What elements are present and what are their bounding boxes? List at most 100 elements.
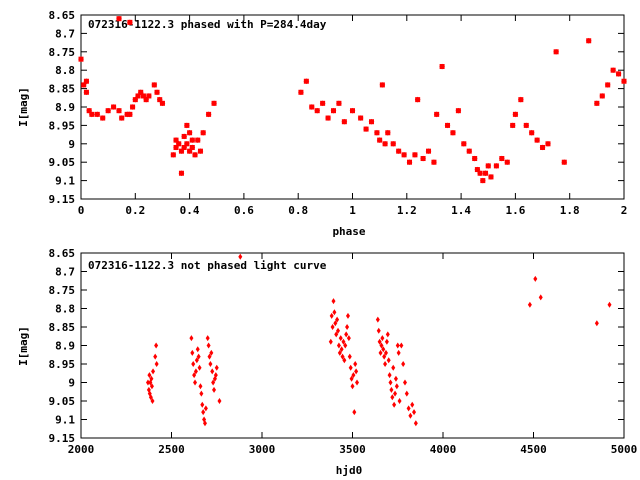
data-point [350, 383, 355, 390]
data-point [387, 372, 392, 379]
data-point [110, 104, 117, 110]
data-point [385, 331, 390, 338]
tick-marks: 2000 2500 3000 3500 4000 4500 5000 8.65 8.7 8.75 8… [49, 247, 638, 456]
data-point [94, 111, 101, 118]
data-point [212, 386, 217, 393]
data-point [381, 346, 386, 353]
data-point [89, 111, 95, 118]
data-point [194, 137, 201, 143]
data-point [303, 78, 310, 85]
data-point [455, 107, 462, 114]
data-point [347, 353, 352, 360]
data-point [621, 78, 627, 85]
data-point [99, 115, 106, 121]
data-point [175, 140, 182, 147]
data-point [340, 353, 345, 360]
data-point [198, 383, 203, 390]
data-point [380, 335, 385, 342]
data-point [406, 405, 411, 412]
data-point [545, 140, 551, 147]
data-point [390, 394, 395, 401]
data-point [178, 170, 185, 177]
data-point [384, 129, 391, 136]
y-tick-label: 9.1 [55, 175, 75, 188]
data-point [389, 386, 394, 393]
data-point [374, 129, 380, 136]
x-tick-label: 4000 [430, 443, 457, 456]
data-point [154, 361, 159, 367]
x-tick-label: 0.8 [288, 204, 308, 217]
data-point [390, 140, 397, 147]
phased-light-curve-panel: 072316-1122.3 phased with P=284.4day pha… [17, 9, 627, 238]
tick-marks: 0 0.2 0.4 0.6 0.8 1 1.2 1.4 1.6 1.8 2 8.65 8.7 8.75 8.… [49, 9, 628, 217]
data-point [314, 107, 321, 114]
data-point [377, 338, 382, 345]
plot-frame [80, 14, 625, 200]
data-points [78, 15, 627, 184]
x-tick-label: 3500 [339, 443, 366, 456]
data-point [197, 364, 202, 371]
data-point [553, 48, 559, 55]
data-points [145, 253, 612, 427]
data-point [211, 379, 216, 386]
data-point [512, 111, 519, 118]
data-point [393, 375, 398, 382]
data-point [561, 159, 568, 166]
data-point [148, 394, 153, 401]
x-tick-label: 0.4 [180, 204, 200, 217]
y-tick-label: 8.85 [49, 83, 76, 96]
data-point [150, 398, 155, 404]
data-point [383, 361, 388, 367]
data-point [341, 118, 348, 125]
data-point [406, 159, 413, 166]
data-point [382, 353, 387, 360]
data-point [339, 346, 344, 353]
data-point [363, 126, 369, 132]
data-point [349, 375, 354, 382]
data-point [392, 401, 397, 408]
data-point [482, 170, 489, 177]
data-point [330, 107, 337, 114]
data-point [509, 122, 516, 129]
data-point [186, 129, 193, 136]
y-axis-label: I[mag] [17, 87, 30, 127]
y-tick-label: 8.8 [55, 303, 75, 316]
data-point [594, 100, 600, 107]
y-tick-label: 8.75 [49, 284, 76, 297]
y-tick-label: 8.95 [49, 358, 76, 371]
data-point [83, 89, 90, 96]
data-point [206, 342, 211, 349]
data-point [399, 342, 404, 349]
x-tick-label: 1.4 [451, 204, 471, 217]
data-point [205, 335, 210, 342]
data-point [348, 364, 353, 371]
data-point [181, 133, 187, 140]
data-point [298, 89, 304, 96]
x-tick-label: 3000 [249, 443, 276, 456]
y-tick-label: 9.15 [49, 193, 76, 206]
data-point [493, 163, 500, 169]
y-tick-label: 8.75 [49, 46, 76, 59]
y-tick-label: 9 [68, 377, 75, 390]
data-point [151, 368, 156, 375]
data-point [393, 390, 398, 397]
plot-frame [80, 252, 625, 439]
data-point [345, 312, 350, 319]
chart-title: 072316-1122.3 not phased light curve [88, 259, 327, 272]
data-point [383, 349, 388, 356]
data-point [488, 174, 494, 180]
y-tick-label: 8.7 [55, 266, 75, 279]
data-point [439, 63, 445, 70]
data-point [189, 144, 196, 151]
data-point [477, 170, 483, 177]
x-tick-label: 2 [621, 204, 628, 217]
data-point [151, 82, 158, 88]
x-tick-label: 1 [349, 204, 356, 217]
data-point [337, 349, 342, 356]
data-point [200, 129, 207, 136]
data-point [479, 177, 486, 184]
data-point [154, 342, 159, 349]
x-tick-label: 1.6 [505, 204, 525, 217]
data-point [594, 320, 599, 327]
